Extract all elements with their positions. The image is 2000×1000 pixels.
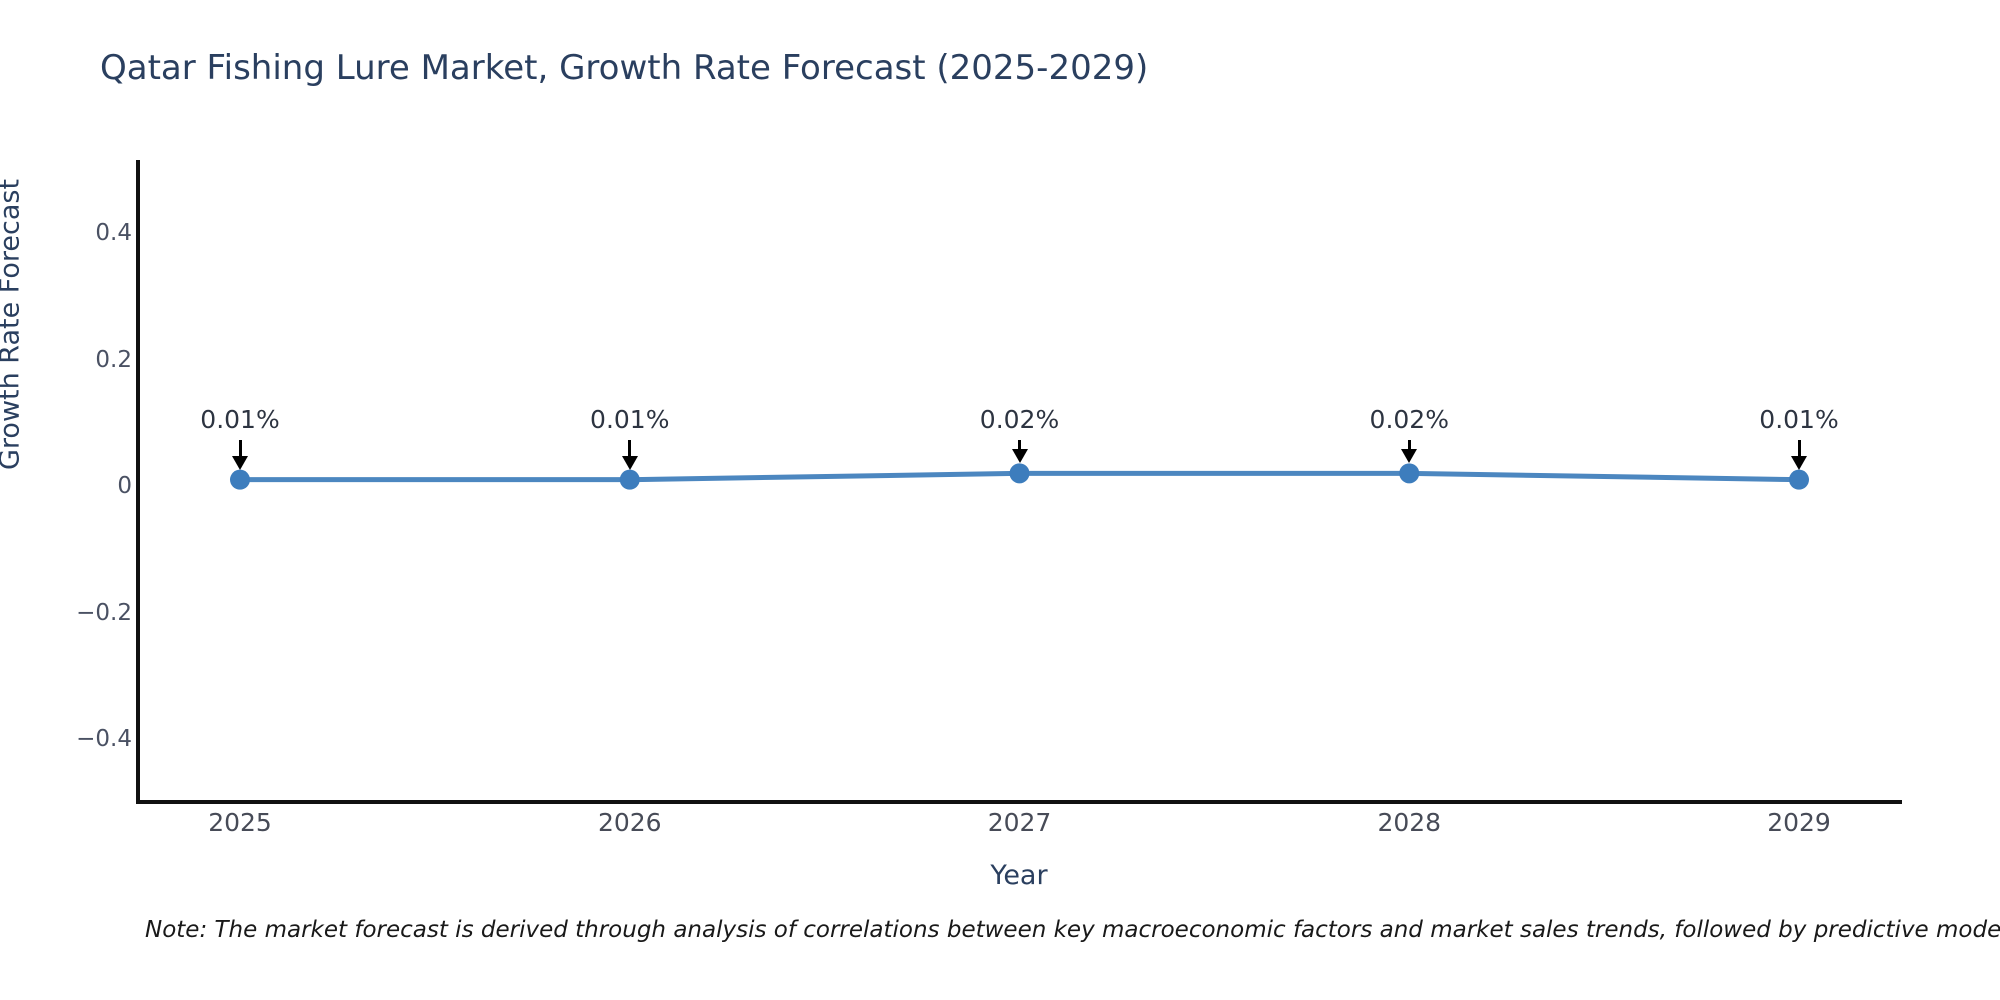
y-tick-label: 0 (117, 473, 132, 499)
x-tick-label: 2027 (987, 808, 1052, 837)
annotation-arrowhead-icon (1791, 455, 1807, 470)
y-tick-label: −0.4 (76, 726, 132, 752)
annotation-label: 0.02% (979, 405, 1060, 434)
annotation-arrowhead-icon (621, 455, 638, 470)
footnote: Note: The market forecast is derived thr… (145, 917, 2000, 943)
x-tick-label: 2026 (597, 808, 662, 837)
data-point-marker (619, 469, 640, 490)
x-tick-label: 2029 (1767, 808, 1831, 837)
y-axis-line (136, 160, 140, 804)
annotation-label: 0.01% (1759, 405, 1839, 434)
y-tick-label: −0.2 (76, 599, 132, 626)
data-point-marker (230, 469, 250, 490)
annotation-label: 0.01% (200, 405, 280, 434)
annotation-arrowhead-icon (1011, 449, 1028, 464)
annotation-arrow-stem (1797, 440, 1801, 456)
x-tick-label: 2028 (1377, 808, 1442, 837)
y-tick-label: 0.2 (95, 346, 132, 373)
annotation-label: 0.01% (590, 405, 670, 434)
y-tick-label: 0.4 (95, 220, 132, 246)
annotation-arrowhead-icon (1401, 449, 1418, 464)
annotation-arrow-stem (628, 440, 632, 456)
annotation-arrow-stem (1018, 440, 1021, 450)
data-point-marker (1009, 463, 1030, 484)
x-tick-label: 2025 (208, 808, 272, 837)
annotation-arrow-stem (238, 440, 242, 456)
x-axis-title: Year (990, 860, 1048, 891)
annotation-arrowhead-icon (232, 455, 248, 470)
data-point-marker (1789, 469, 1809, 490)
data-point-marker (1399, 463, 1420, 484)
annotation-label: 0.02% (1369, 405, 1449, 434)
annotation-arrow-stem (1407, 440, 1411, 450)
x-axis-line (136, 800, 1902, 804)
chart-title: Qatar Fishing Lure Market, Growth Rate F… (100, 48, 1149, 88)
